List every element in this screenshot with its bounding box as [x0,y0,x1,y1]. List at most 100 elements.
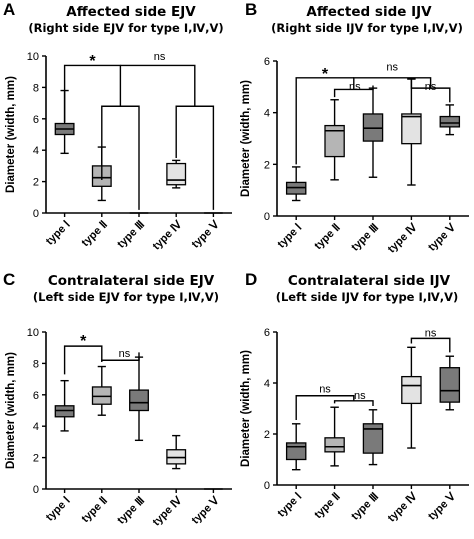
x-tick-label: type Ⅴ [426,490,458,522]
box-iqr [439,115,461,128]
panel-title: Affected side IJV [306,4,432,20]
panel-label: B [245,0,258,19]
y-axis-label: Diameter (width, mm) [5,76,17,193]
y-tick-label: 6 [33,114,39,126]
x-tick-label: type Ⅱ [79,495,109,525]
bracket-2-3 [101,105,140,210]
panel-subtitle: (Right side EJV for type Ⅰ,Ⅳ,Ⅴ) [28,21,224,35]
panel-subtitle: (Left side EJV for type Ⅰ,Ⅳ,Ⅴ) [32,290,220,304]
x-tick-label: type Ⅴ [426,221,458,253]
bracket-1-23 [63,64,122,122]
significance-label: * [322,66,329,83]
x-tick-label: type Ⅰ [44,219,73,248]
box-iqr [166,162,187,186]
box-4 [401,346,422,449]
panel-d: D Contralateral side IJV (Left side IJV … [237,270,474,539]
box-iqr [401,113,422,145]
bracket-4-5 [410,337,451,353]
x-tick-label: type Ⅲ [349,222,381,254]
y-tick-label: 2 [33,177,39,189]
bracket-2-3 [101,352,140,362]
box-3 [362,409,384,466]
significance-brackets [63,64,215,210]
y-tick-label: 8 [33,82,39,94]
box-2 [324,99,345,181]
panel-label: D [245,270,258,289]
box-iqr [324,124,345,158]
y-axis-label: Diameter (width, mm) [5,352,17,469]
box-5 [439,104,461,136]
box-2 [91,365,112,416]
panel-title: Contralateral side IJV [287,273,451,289]
x-tick-label: type Ⅲ [115,495,147,527]
significance-label: ns [386,61,398,73]
x-tick-label: type Ⅳ [386,221,420,255]
significance-brackets [63,345,140,375]
panel-subtitle: (Left side IJV for type Ⅰ,Ⅳ,Ⅴ) [275,290,459,304]
box-iqr [401,375,422,405]
y-tick-label: 0 [33,208,39,220]
y-tick-label: 0 [264,480,270,492]
significance-label: ns [349,81,361,93]
panel-b: B Affected side IJV (Right side IJV for … [237,0,474,270]
x-tick-label: type Ⅲ [115,219,147,251]
x-tick-label: type Ⅱ [312,222,342,252]
box-1 [285,166,307,202]
bracket-4-5 [175,105,215,210]
y-tick-label: 6 [33,390,39,402]
bracket-1-23 [295,77,354,165]
y-tick-label: 2 [264,429,270,441]
significance-label: ns [154,51,166,63]
box-2 [324,406,345,467]
box-4 [166,159,187,189]
significance-label: * [80,333,87,350]
x-tick-label: type Ⅳ [151,494,185,528]
y-tick-label: 2 [264,159,270,171]
bracket-1-23 [295,395,355,420]
significance-brackets [295,77,451,165]
box-5 [439,355,461,411]
x-tick-label: type Ⅲ [349,491,381,523]
y-tick-label: 4 [264,108,270,120]
box-iqr [439,367,461,403]
y-tick-label: 4 [264,378,270,390]
box-3 [129,356,149,442]
bracket-1-2 [63,345,103,375]
y-tick-label: 6 [264,56,270,68]
bracket-23-45 [353,77,432,90]
box-1 [54,379,75,432]
panel-title: Contralateral side EJV [47,273,215,289]
x-tick-label: type Ⅴ [190,218,222,250]
panel-label: A [3,0,16,19]
box-4 [401,78,422,186]
significance-label: ns [119,348,131,360]
panel-c: C Contralateral side EJV (Left side EJV … [0,270,237,539]
y-tick-label: 0 [264,211,270,223]
y-axis-label: Diameter (width, mm) [240,80,252,197]
x-tick-label: type Ⅰ [275,222,304,251]
x-tick-label: type Ⅱ [312,491,342,521]
significance-label: ns [319,383,331,395]
y-tick-label: 4 [33,145,39,157]
y-tick-label: 4 [33,421,39,433]
panel-subtitle: (Right side IJV for type Ⅰ,Ⅳ,Ⅴ) [271,21,463,35]
bracket-23-45 [120,64,196,107]
panel-a: A Affected side EJV (Right side EJV for … [0,0,237,270]
box-3 [362,87,384,178]
x-tick-label: type Ⅳ [151,218,185,252]
y-tick-label: 6 [264,327,270,339]
panel-title: Affected side EJV [66,4,196,20]
box-1 [285,423,307,471]
bracket-2-3 [333,85,374,98]
y-tick-label: 10 [27,51,39,63]
significance-label: * [89,53,96,70]
significance-brackets [295,337,451,420]
significance-label: ns [425,327,437,339]
box-4 [166,434,187,470]
y-tick-label: 8 [33,358,39,370]
y-tick-label: 10 [27,327,39,339]
x-tick-label: type Ⅰ [275,491,304,520]
